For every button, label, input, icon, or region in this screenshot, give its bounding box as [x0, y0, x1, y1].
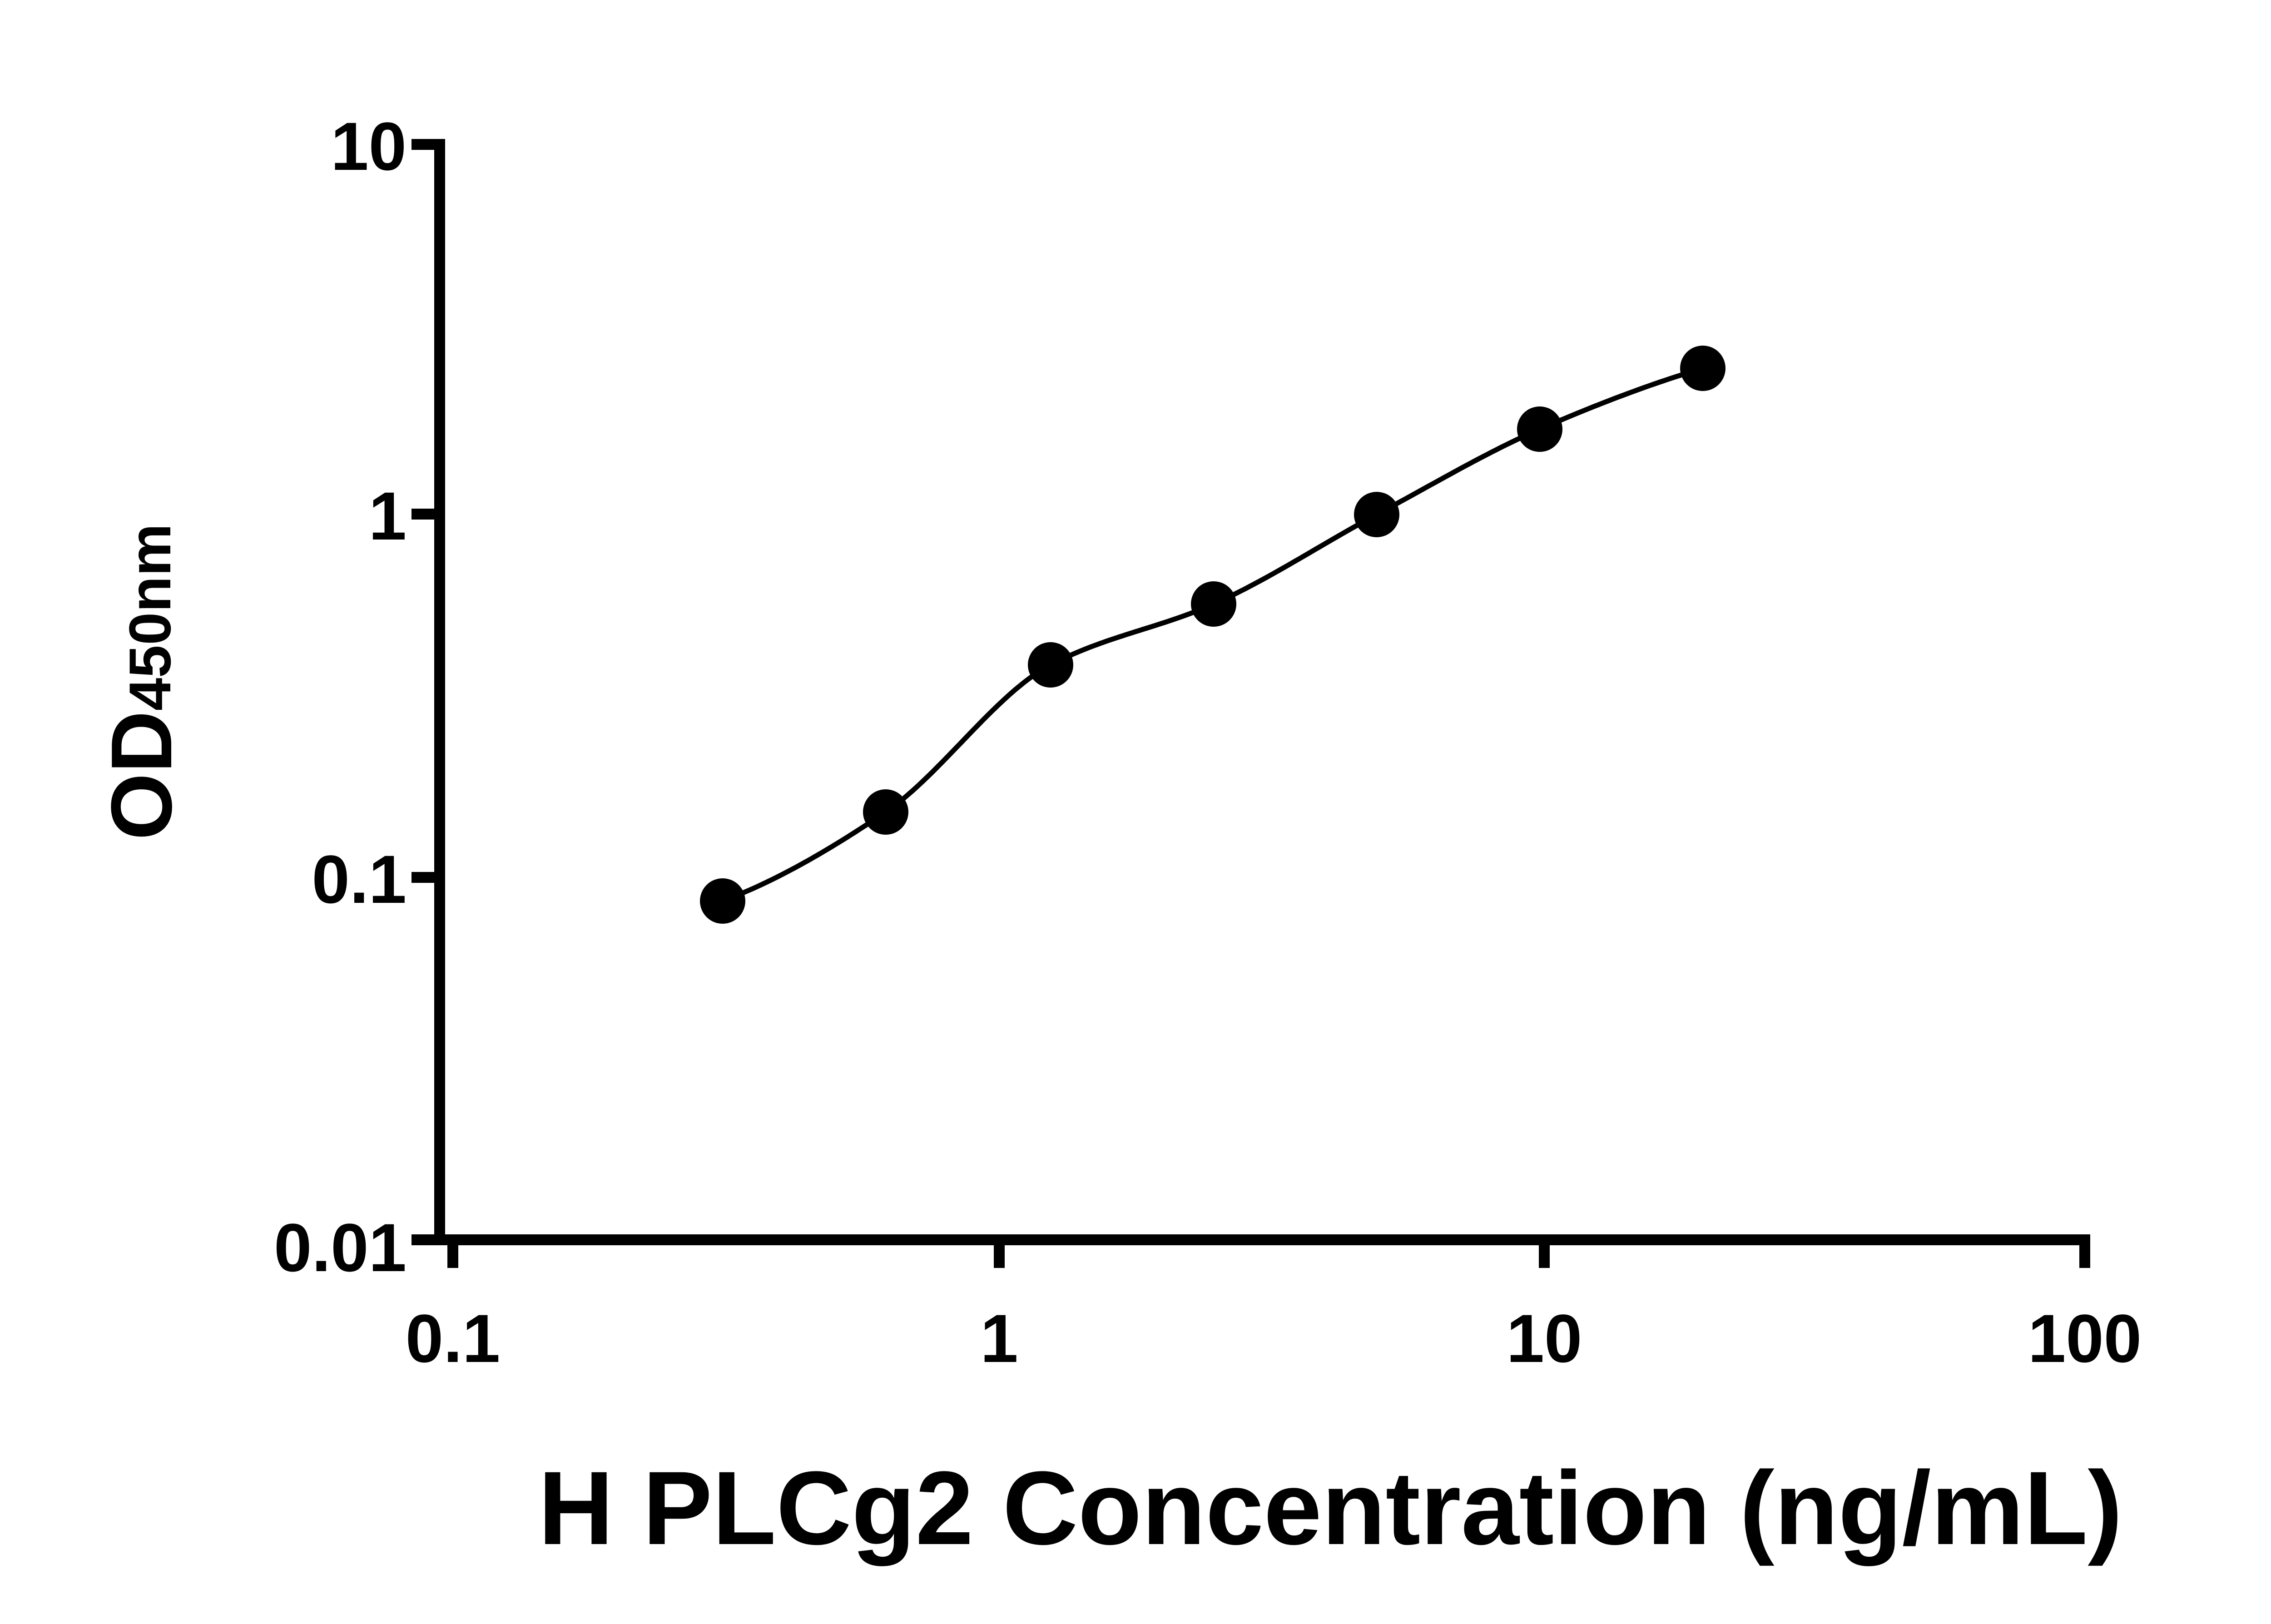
svg-text:100: 100: [2028, 1300, 2142, 1376]
svg-text:0.01: 0.01: [274, 1209, 407, 1286]
svg-text:1: 1: [369, 478, 407, 554]
svg-text:10: 10: [331, 108, 407, 184]
svg-text:10: 10: [1507, 1300, 1582, 1376]
svg-text:0.1: 0.1: [406, 1300, 501, 1376]
svg-text:0.1: 0.1: [312, 841, 407, 917]
svg-text:H PLCg2 Concentration (ng/mL): H PLCg2 Concentration (ng/mL): [538, 1450, 2122, 1566]
svg-text:1: 1: [980, 1300, 1018, 1376]
